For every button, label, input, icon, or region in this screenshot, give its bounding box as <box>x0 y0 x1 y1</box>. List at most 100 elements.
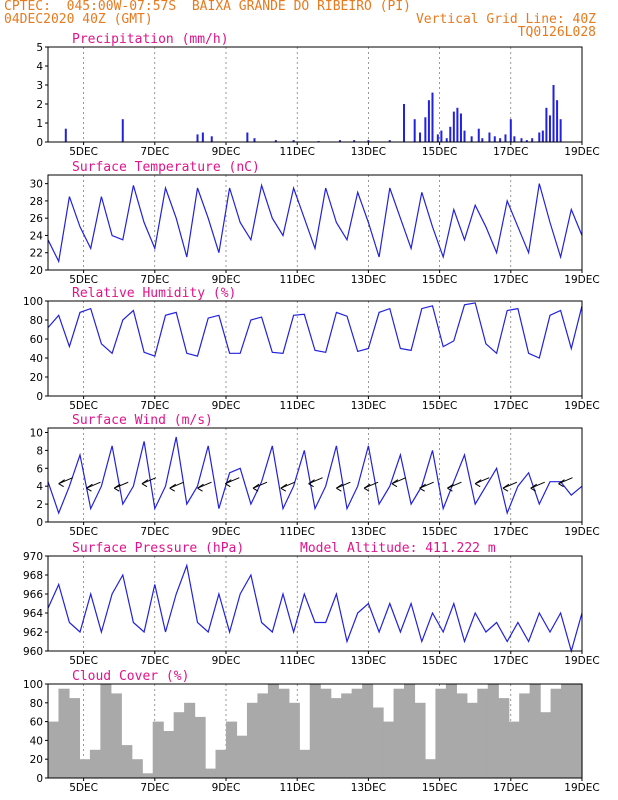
panel-cloud: Cloud Cover (%) 0 20 40 60 80 100 5DEC 7DEC 9DEC 1… <box>23 669 600 794</box>
wind-vector-head <box>474 479 482 488</box>
pres-xtick-label: 13DEC <box>351 655 386 667</box>
cloud-bar <box>414 702 426 778</box>
wind-xtick-label: 7DEC <box>140 526 169 538</box>
cloud-xtick-label: 13DEC <box>351 782 386 794</box>
cloud-ytick-label: 20 <box>30 754 43 766</box>
temp-title: Surface Temperature (nC) <box>72 160 260 175</box>
cloud-bar <box>163 731 175 778</box>
panel-temp: Surface Temperature (nC) 20 22 24 26 28 30 5DEC… <box>30 160 600 286</box>
cloud-bar <box>561 684 573 778</box>
precip-ytick-label: 4 <box>36 61 43 73</box>
precip-bar <box>463 130 466 142</box>
rh-ytick-label: 0 <box>36 391 43 403</box>
rh-ytick-label: 40 <box>30 353 43 365</box>
precip-bar <box>431 92 434 142</box>
temp-xtick-label: 7DEC <box>140 274 169 286</box>
rh-ytick-label: 60 <box>30 334 43 346</box>
cloud-xtick-label: 15DEC <box>422 782 457 794</box>
precip-bar <box>538 132 541 142</box>
rh-xtick-label: 7DEC <box>140 400 169 412</box>
wind-vector-head <box>447 483 454 492</box>
precip-xtick-label: 13DEC <box>351 146 386 158</box>
cloud-bar <box>131 759 143 778</box>
temp-xtick-label: 9DEC <box>212 274 241 286</box>
precip-bar <box>121 119 124 142</box>
cloud-bar <box>424 759 437 778</box>
temp-ytick-label: 24 <box>30 230 44 242</box>
precip-bar <box>548 115 551 142</box>
pres-annotation: Model Altitude: 411.222 m <box>300 541 496 556</box>
cloud-bar <box>435 688 447 778</box>
cloud-bar <box>351 688 363 778</box>
pres-xtick-label: 17DEC <box>493 655 528 667</box>
wind-frame <box>47 427 583 523</box>
precip-bar <box>413 119 416 142</box>
cloud-xtick-label: 19DEC <box>564 782 599 794</box>
precip-bar <box>424 117 427 142</box>
rh-xtick-label: 15DEC <box>422 400 457 412</box>
wind-ytick-label: 2 <box>36 499 43 511</box>
precip-bar <box>559 119 562 142</box>
cloud-bar <box>215 749 227 778</box>
precip-bar <box>196 134 199 142</box>
cloud-bar <box>79 759 91 778</box>
cloud-bar <box>330 698 342 778</box>
cloud-xtick-label: 5DEC <box>69 782 98 794</box>
cloud-xtick-label: 9DEC <box>212 782 241 794</box>
precip-bar <box>481 138 484 142</box>
cloud-bar <box>487 684 499 778</box>
cloud-ytick-label: 40 <box>30 735 43 747</box>
cloud-bar <box>529 684 541 778</box>
precip-bar <box>274 140 277 142</box>
pres-xtick-label: 7DEC <box>140 655 169 667</box>
cloud-bar <box>236 735 248 778</box>
panel-rh: Relative Humidity (%) 0 20 40 60 80 100 5DEC 7DE… <box>23 286 600 412</box>
precip-bar <box>552 85 555 142</box>
rh-frame <box>47 300 583 397</box>
pres-ytick-label: 966 <box>23 589 43 601</box>
wind-title: Surface Wind (m/s) <box>72 413 213 428</box>
precip-bar <box>246 132 249 142</box>
wind-xtick-label: 15DEC <box>422 526 457 538</box>
precip-bar <box>477 128 480 142</box>
precip-bar <box>459 113 462 142</box>
pres-ytick-label: 968 <box>23 570 43 582</box>
wind-ytick-label: 0 <box>36 517 43 529</box>
precip-bar <box>353 140 356 142</box>
wind-vector-head <box>308 479 315 488</box>
cloud-bar <box>456 693 468 778</box>
temp-ytick-label: 28 <box>30 196 43 208</box>
wind-vector-head <box>530 483 538 492</box>
cloud-bar <box>445 684 457 778</box>
precip-bar <box>525 140 528 142</box>
cloud-bar <box>309 684 321 778</box>
cloud-bar <box>540 712 552 778</box>
cloud-bar <box>142 773 154 778</box>
precip-bar <box>545 107 548 142</box>
rh-series-line <box>47 302 583 359</box>
pres-frame <box>47 555 583 652</box>
precip-bar <box>427 100 430 142</box>
precip-bar <box>440 130 443 142</box>
precip-bar <box>513 136 516 142</box>
cloud-bar <box>404 684 416 778</box>
temp-xtick-label: 19DEC <box>564 274 599 286</box>
cloud-bar <box>498 698 510 778</box>
cloud-bar <box>267 684 279 778</box>
cloud-xtick-label: 7DEC <box>140 782 169 794</box>
precip-bar <box>445 138 448 142</box>
cloud-bar <box>466 702 478 778</box>
precip-ytick-label: 3 <box>36 80 43 92</box>
precip-bar <box>419 132 422 142</box>
cloud-bar <box>68 698 81 778</box>
cloud-bar <box>121 745 133 778</box>
cloud-bar <box>372 707 384 778</box>
pres-ytick-label: 960 <box>23 646 43 658</box>
precip-bar <box>470 136 473 142</box>
precip-ytick-label: 5 <box>36 42 43 54</box>
cloud-ytick-label: 80 <box>30 698 43 710</box>
wind-xtick-label: 17DEC <box>493 526 528 538</box>
temp-series-line <box>47 183 583 264</box>
cloud-bar <box>393 688 405 778</box>
precip-xtick-label: 15DEC <box>422 146 457 158</box>
